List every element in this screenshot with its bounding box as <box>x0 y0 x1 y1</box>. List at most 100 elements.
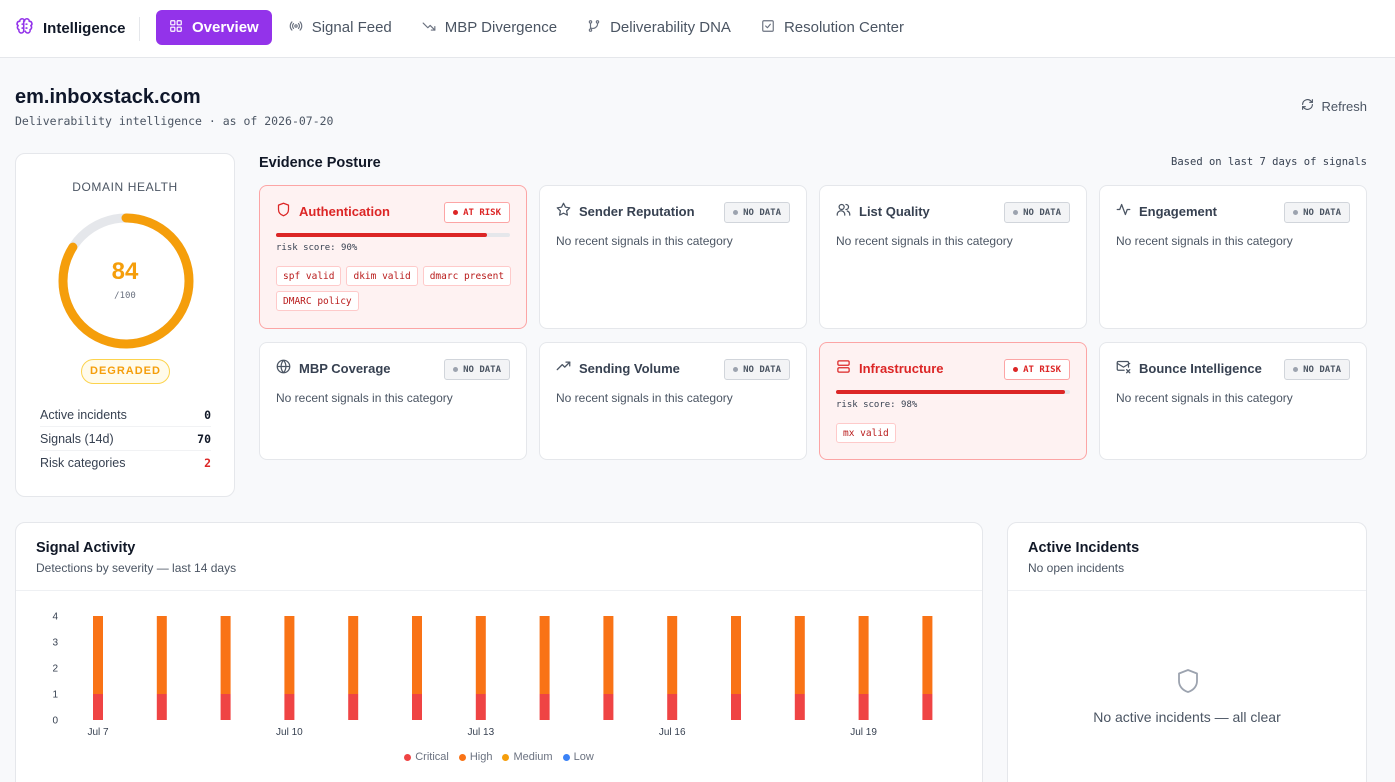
trend-down-icon <box>422 19 436 37</box>
legend-swatch <box>404 753 412 761</box>
bar-high-jul-7 <box>93 616 103 694</box>
risk-bar <box>276 233 510 237</box>
tag-list: mx valid <box>836 423 1076 443</box>
tab-resolution-center[interactable]: Resolution Center <box>748 10 917 45</box>
bar-critical-jul-13 <box>475 694 486 720</box>
stat-value: 0 <box>204 407 211 422</box>
card-mbp-coverage[interactable]: MBP Coverage NO DATA No recent signals i… <box>259 342 527 460</box>
bar-high-jul-18 <box>794 616 805 694</box>
status-badge: NO DATA <box>444 359 510 380</box>
panel-title: Signal Activity <box>36 540 136 556</box>
bar-critical-jul-10 <box>284 694 295 720</box>
chart-legend: Critical High Medium Low <box>16 751 982 763</box>
card-header: Engagement <box>1116 202 1217 220</box>
empty-text: No recent signals in this category <box>276 391 453 405</box>
risk-bar <box>836 390 1070 394</box>
status-badge: AT RISK <box>444 202 510 223</box>
legend-label: Medium <box>513 751 553 763</box>
top-navigation-bar: Intelligence Overview Signal Feed MBP Di… <box>0 0 1395 58</box>
status-badge: NO DATA <box>1284 202 1350 223</box>
status-badge: NO DATA <box>724 359 790 380</box>
tab-signal-feed[interactable]: Signal Feed <box>276 10 405 45</box>
users-icon <box>836 202 851 220</box>
card-title: List Quality <box>859 203 930 219</box>
health-score-max: /100 <box>114 291 136 301</box>
empty-text: No recent signals in this category <box>1116 391 1293 405</box>
y-tick-label: 2 <box>52 664 58 675</box>
legend-label: Critical <box>415 751 449 763</box>
tab-mbp-divergence[interactable]: MBP Divergence <box>409 10 570 45</box>
stat-label: Active incidents <box>40 407 127 422</box>
status-text: NO DATA <box>1303 207 1341 218</box>
broadcast-icon <box>289 19 303 37</box>
status-badge: AT RISK <box>1004 359 1070 380</box>
tab-overview[interactable]: Overview <box>156 10 272 45</box>
empty-state-text: No active incidents — all clear <box>1093 709 1281 725</box>
tag: DMARC policy <box>276 291 359 311</box>
bar-high-jul-9 <box>220 616 231 694</box>
tab-deliverability-dna[interactable]: Deliverability DNA <box>574 10 744 45</box>
card-title: MBP Coverage <box>299 360 391 376</box>
health-score: 84 <box>111 258 139 285</box>
card-bounce-intelligence[interactable]: Bounce Intelligence NO DATA No recent si… <box>1099 342 1367 460</box>
brand[interactable]: Intelligence <box>15 17 126 40</box>
bar-high-jul-10 <box>284 616 295 694</box>
card-title: Engagement <box>1139 203 1218 219</box>
stat-signals: Signals (14d) 70 <box>40 427 211 451</box>
domain-health-card: DOMAIN HEALTH 84 /100 DEGRADED Active in… <box>15 153 235 497</box>
y-tick-label: 3 <box>52 638 58 649</box>
y-tick-label: 1 <box>52 690 58 701</box>
legend-item-medium: Medium <box>502 751 553 763</box>
status-badge: NO DATA <box>1284 359 1350 380</box>
server-icon <box>836 359 851 377</box>
page-title: em.inboxstack.com <box>15 86 201 108</box>
signal-activity-panel: Signal Activity Detections by severity —… <box>15 522 983 782</box>
y-tick-label: 4 <box>52 612 58 623</box>
bar-critical-jul-7 <box>93 694 103 720</box>
refresh-button[interactable]: Refresh <box>1301 98 1367 114</box>
card-header: Authentication <box>276 202 390 220</box>
tag: dkim valid <box>346 266 418 286</box>
bar-high-jul-16 <box>667 616 678 694</box>
status-text: AT RISK <box>463 207 501 218</box>
bar-critical-jul-14 <box>539 694 550 720</box>
status-badge: NO DATA <box>1004 202 1070 223</box>
tab-label: Signal Feed <box>311 19 392 36</box>
card-title: Authentication <box>299 203 390 219</box>
card-infrastructure[interactable]: Infrastructure AT RISK risk score: 98% m… <box>819 342 1087 460</box>
tag: spf valid <box>276 266 342 286</box>
gauge-arc <box>58 213 194 349</box>
bar-critical-jul-9 <box>220 694 231 720</box>
card-header: Sending Volume <box>556 359 680 377</box>
bar-critical-jul-17 <box>731 694 741 720</box>
shield-icon <box>276 202 291 220</box>
card-header: MBP Coverage <box>276 359 391 377</box>
bar-critical-jul-19 <box>858 694 869 720</box>
bar-critical-jul-20 <box>922 694 933 720</box>
empty-text: No recent signals in this category <box>556 391 733 405</box>
card-authentication[interactable]: Authentication AT RISK risk score: 90% s… <box>259 185 527 329</box>
bar-critical-jul-16 <box>667 694 678 720</box>
legend-item-critical: Critical <box>404 751 449 763</box>
legend-swatch <box>562 753 570 761</box>
legend-item-low: Low <box>562 751 594 763</box>
card-list-quality[interactable]: List Quality NO DATA No recent signals i… <box>819 185 1087 329</box>
card-sending-volume[interactable]: Sending Volume NO DATA No recent signals… <box>539 342 807 460</box>
card-title: Sender Reputation <box>579 203 695 219</box>
bar-high-jul-17 <box>731 616 741 694</box>
panel-subtitle: Detections by severity — last 14 days <box>36 561 237 575</box>
risk-bar-fill <box>276 233 487 237</box>
bar-critical-jul-12 <box>412 694 422 720</box>
empty-text: No recent signals in this category <box>836 234 1013 248</box>
card-sender-reputation[interactable]: Sender Reputation NO DATA No recent sign… <box>539 185 807 329</box>
checkbox-icon <box>761 19 775 37</box>
divider <box>16 590 982 591</box>
active-incidents-panel: Active Incidents No open incidents No ac… <box>1007 522 1367 782</box>
x-tick-label: Jul 13 <box>467 727 494 738</box>
bar-high-jul-13 <box>475 616 486 694</box>
panel-subtitle: No open incidents <box>1028 561 1125 575</box>
x-tick-label: Jul 10 <box>276 727 303 738</box>
branch-icon <box>587 19 601 37</box>
main-tabs: Overview Signal Feed MBP Divergence Deli… <box>156 10 921 45</box>
card-engagement[interactable]: Engagement NO DATA No recent signals in … <box>1099 185 1367 329</box>
